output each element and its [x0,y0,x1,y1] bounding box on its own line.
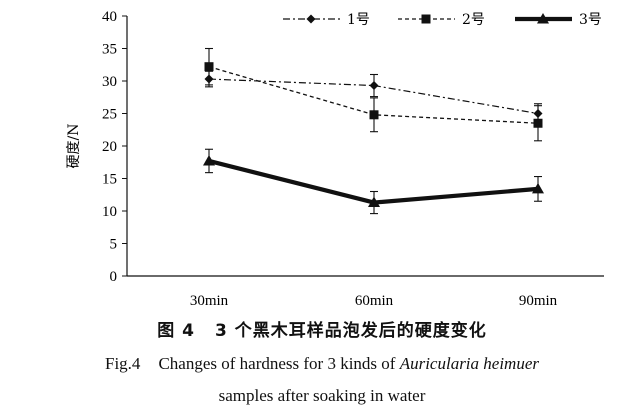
series-2 [204,47,543,142]
legend-item-2: 2号 [398,12,485,28]
figure-number-en: Fig.4 [105,354,141,373]
legend-label: 1号 [347,12,370,28]
y-tick-label: 5 [110,237,118,253]
point-marker [421,14,431,24]
figure-title-en-species: Auricularia heimuer [399,354,539,373]
point-marker [532,182,544,194]
point-marker [204,62,214,72]
point-marker [368,196,380,208]
x-tick-label: 30min [190,293,229,309]
y-tick-label: 20 [102,139,117,155]
legend-label: 3号 [579,12,602,28]
figure-caption-en: Fig.4 Changes of hardness for 3 kinds of … [0,354,644,374]
point-marker [203,154,215,166]
hardness-line-chart: 0 5 10 15 20 25 30 35 40 30min 60min 90min 硬度/N 1号 2号… [66,9,604,309]
point-marker [369,81,379,91]
legend: 1号 2号 3号 [283,12,602,28]
y-tick-label: 30 [102,74,117,90]
point-marker [306,14,316,24]
legend-item-3: 3号 [515,12,602,28]
figure-number-cn: 图 4 [157,321,195,341]
figure-title-cn: 3 个黑木耳样品泡发后的硬度变化 [215,321,487,341]
series-3 [203,148,544,215]
y-tick-label: 25 [102,107,117,123]
point-marker [533,118,543,128]
point-marker [369,110,379,120]
y-tick-label: 40 [102,9,117,25]
series-layer [203,47,544,215]
point-marker [537,13,549,24]
figure-caption-cn: 图 4 3 个黑木耳样品泡发后的硬度变化 [0,316,644,341]
x-tick-label: 60min [355,293,394,309]
legend-label: 2号 [462,12,485,28]
y-tick-label: 35 [102,42,117,58]
y-axis-title: 硬度/N [66,124,82,169]
y-tick-label: 10 [102,204,117,220]
y-tick-label: 0 [110,269,118,285]
figure-title-en-part1: Changes of hardness for 3 kinds of [158,354,400,373]
figure-caption-en-line2: samples after soaking in water [218,386,426,405]
axes: 0 5 10 15 20 25 30 35 40 30min 60min 90min 硬度/N [66,9,604,309]
x-tick-label: 90min [519,293,558,309]
legend-item-1: 1号 [283,12,370,28]
y-tick-label: 15 [102,172,117,188]
